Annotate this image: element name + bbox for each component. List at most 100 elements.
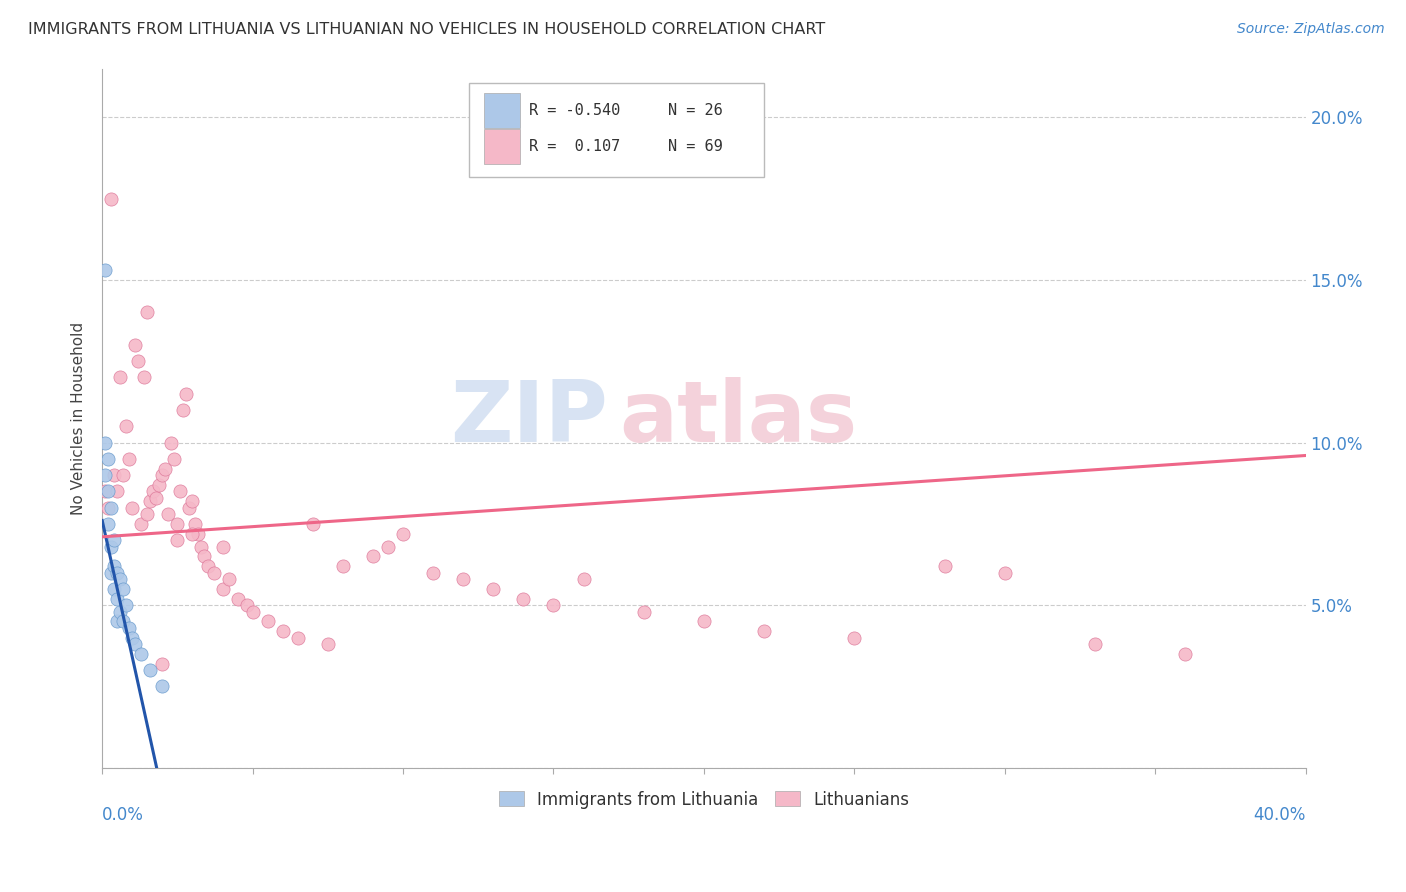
Point [110, 605, 132, 619]
Point [176, 386, 198, 401]
Point [235, 598, 257, 612]
Point [105, 591, 128, 606]
Point [377, 540, 399, 554]
Point [103, 582, 125, 596]
Point [110, 572, 132, 586]
Point [155, 461, 177, 475]
Text: Source: ZipAtlas.com: Source: ZipAtlas.com [1237, 22, 1385, 37]
Point [190, 540, 212, 554]
Point [332, 559, 354, 574]
Point [139, 663, 162, 677]
Point [97, 484, 120, 499]
FancyBboxPatch shape [484, 129, 520, 164]
Point [1084, 637, 1107, 651]
Point [197, 559, 219, 574]
Point [150, 468, 173, 483]
FancyBboxPatch shape [470, 82, 763, 177]
Point [124, 637, 146, 651]
Point [97, 500, 120, 515]
Point [181, 494, 204, 508]
Point [301, 516, 323, 531]
Text: N = 69: N = 69 [668, 139, 723, 154]
Point [157, 507, 180, 521]
Point [139, 494, 162, 508]
Point [211, 582, 233, 596]
Y-axis label: No Vehicles in Household: No Vehicles in Household [72, 321, 86, 515]
Point [1174, 647, 1197, 661]
Text: ZIP: ZIP [450, 376, 607, 459]
Point [145, 491, 167, 505]
Text: N = 26: N = 26 [668, 103, 723, 118]
Point [181, 526, 204, 541]
Point [187, 526, 209, 541]
Point [97, 516, 120, 531]
Point [100, 192, 122, 206]
Point [150, 657, 173, 671]
Point [218, 572, 240, 586]
Point [94, 468, 117, 483]
Point [693, 615, 716, 629]
Point [115, 598, 138, 612]
Point [136, 507, 159, 521]
Point [271, 624, 294, 639]
Point [179, 500, 201, 515]
Point [172, 403, 194, 417]
Text: 0.0%: 0.0% [103, 806, 143, 824]
Point [256, 615, 278, 629]
Point [121, 500, 143, 515]
Point [105, 615, 128, 629]
Point [136, 305, 159, 319]
Point [572, 572, 595, 586]
Point [105, 566, 128, 580]
Point [160, 435, 183, 450]
Point [97, 451, 120, 466]
Point [451, 572, 474, 586]
Point [150, 680, 173, 694]
Point [118, 621, 141, 635]
Point [316, 637, 339, 651]
Point [994, 566, 1017, 580]
Point [134, 370, 156, 384]
Point [110, 370, 132, 384]
Point [193, 549, 215, 564]
Text: IMMIGRANTS FROM LITHUANIA VS LITHUANIAN NO VEHICLES IN HOUSEHOLD CORRELATION CHA: IMMIGRANTS FROM LITHUANIA VS LITHUANIAN … [28, 22, 825, 37]
Point [361, 549, 384, 564]
Text: atlas: atlas [620, 376, 858, 459]
Point [131, 516, 153, 531]
Point [103, 559, 125, 574]
Point [112, 582, 135, 596]
Point [392, 526, 415, 541]
Point [226, 591, 249, 606]
Point [633, 605, 655, 619]
FancyBboxPatch shape [484, 93, 520, 128]
Point [844, 631, 866, 645]
Point [482, 582, 505, 596]
Point [103, 533, 125, 547]
Point [163, 451, 186, 466]
Point [242, 605, 264, 619]
Point [142, 484, 165, 499]
Point [94, 435, 117, 450]
Point [202, 566, 225, 580]
Point [934, 559, 956, 574]
Point [512, 591, 534, 606]
Point [100, 500, 122, 515]
Legend: Immigrants from Lithuania, Lithuanians: Immigrants from Lithuania, Lithuanians [492, 784, 915, 815]
Point [211, 540, 233, 554]
Point [94, 484, 117, 499]
Text: R =  0.107: R = 0.107 [530, 139, 620, 154]
Point [118, 451, 141, 466]
Point [124, 338, 146, 352]
Point [184, 516, 207, 531]
Point [103, 468, 125, 483]
Point [115, 419, 138, 434]
Point [112, 615, 135, 629]
Point [100, 540, 122, 554]
Point [543, 598, 565, 612]
Point [131, 647, 153, 661]
Point [121, 631, 143, 645]
Point [105, 484, 128, 499]
Text: R = -0.540: R = -0.540 [530, 103, 620, 118]
Point [422, 566, 444, 580]
Point [752, 624, 775, 639]
